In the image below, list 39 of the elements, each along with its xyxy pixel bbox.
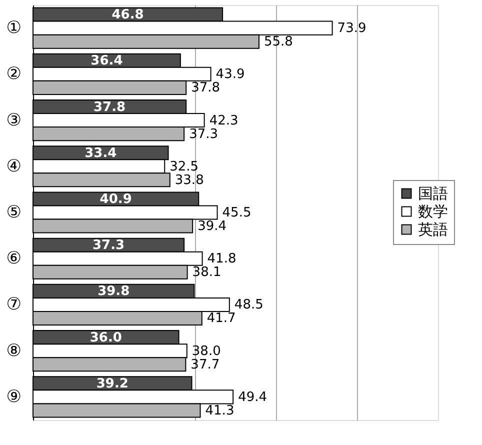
y-tick-label: ⑨ xyxy=(6,386,22,407)
data-label: 45.5 xyxy=(222,206,252,220)
data-label: 32.5 xyxy=(170,159,199,174)
data-label: 46.8 xyxy=(112,8,144,23)
data-label: 49.4 xyxy=(238,390,268,405)
data-label: 33.8 xyxy=(174,172,204,188)
data-label: 37.8 xyxy=(191,80,220,96)
data-label: 37.8 xyxy=(94,100,126,115)
data-label: 40.9 xyxy=(100,192,132,207)
data-label: 39.2 xyxy=(96,376,128,392)
y-tick-label: ④ xyxy=(6,156,22,176)
data-label: 36.0 xyxy=(90,330,122,346)
data-label: 38.1 xyxy=(192,265,222,280)
legend-label: 国語 xyxy=(418,184,448,202)
data-label: 41.8 xyxy=(207,252,236,267)
data-label: 39.8 xyxy=(98,284,130,300)
data-label: 48.5 xyxy=(234,298,264,313)
y-tick-label: ⑦ xyxy=(6,294,22,315)
y-tick-label: ① xyxy=(6,18,22,38)
data-label: 41.7 xyxy=(206,311,236,326)
y-tick-label: ② xyxy=(6,64,22,84)
y-tick-label: ⑤ xyxy=(6,202,22,222)
y-tick-label: ⑥ xyxy=(6,248,22,269)
data-label: 39.4 xyxy=(198,219,227,234)
legend-label: 数学 xyxy=(418,202,448,220)
data-label: 37.3 xyxy=(189,126,218,142)
data-label: 37.7 xyxy=(190,357,220,372)
y-tick-label: ③ xyxy=(6,110,22,130)
data-label: 41.3 xyxy=(205,403,234,418)
data-label: 38.0 xyxy=(192,344,221,359)
data-label: 43.9 xyxy=(216,67,245,82)
data-label: 73.9 xyxy=(337,21,366,36)
data-label: 36.4 xyxy=(90,54,123,69)
y-tick-label: ⑧ xyxy=(6,340,22,361)
legend-label: 英語 xyxy=(418,220,448,238)
data-label: 55.8 xyxy=(264,34,293,50)
data-label: 33.4 xyxy=(84,146,117,161)
data-label: 42.3 xyxy=(209,113,238,128)
data-label: 37.3 xyxy=(92,238,125,254)
